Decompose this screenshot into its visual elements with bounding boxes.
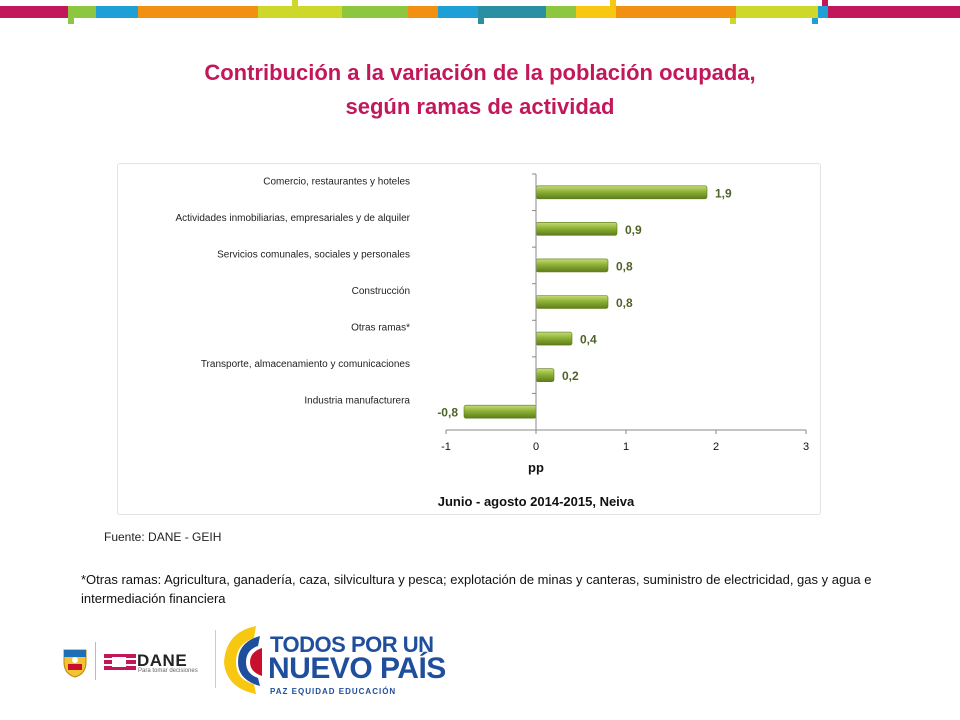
bar	[535, 258, 609, 273]
bar	[535, 295, 609, 309]
data-label: 0,8	[616, 296, 633, 310]
band-segment	[96, 6, 138, 18]
band-segment	[138, 6, 258, 18]
band-segment	[736, 6, 818, 18]
chart-subtitle: Junio - agosto 2014-2015, Neiva	[438, 494, 635, 509]
footnote: *Otras ramas: Agricultura, ganadería, ca…	[81, 572, 872, 606]
band-tab	[292, 0, 298, 6]
dane-tagline: Para tomar decisiones	[138, 668, 198, 674]
x-axis-label: pp	[528, 460, 544, 475]
x-tick-label: 3	[803, 441, 809, 453]
x-tick-label: 2	[713, 441, 719, 453]
x-tick-label: 0	[533, 441, 539, 453]
category-label: Transporte, almacenamiento y comunicacio…	[201, 359, 410, 370]
data-label: 0,2	[562, 369, 579, 383]
colombia-coat-of-arms-icon	[63, 649, 87, 678]
tpu-logo-line2: NUEVO PAÍS	[268, 652, 446, 685]
x-tick-label: 1	[623, 441, 629, 453]
category-label: Industria manufacturera	[304, 396, 410, 407]
dane-logo-icon	[104, 654, 136, 670]
band-segment	[616, 6, 736, 18]
band-tab	[822, 0, 828, 6]
band-tab	[478, 18, 484, 24]
bar	[535, 185, 708, 200]
todos-por-un-nuevo-pais-mark-icon	[224, 626, 262, 694]
chart-frame: Comercio, restaurantes y hoteles Activida…	[117, 163, 821, 515]
band-segment	[0, 6, 68, 18]
bar	[535, 222, 618, 236]
band-segment	[258, 6, 342, 18]
tpu-logo-tagline: PAZ EQUIDAD EDUCACIÓN	[270, 687, 397, 696]
category-label: Otras ramas*	[351, 323, 410, 334]
category-label: Servicios comunales, sociales y personal…	[217, 249, 410, 260]
footer-divider	[215, 630, 216, 688]
category-label: Actividades inmobiliarias, empresariales…	[175, 213, 410, 224]
top-color-band	[0, 0, 960, 26]
data-label: 0,8	[616, 259, 633, 273]
page-title-line1: Contribución a la variación de la poblac…	[204, 60, 756, 85]
band-segment	[438, 6, 478, 18]
category-label: Construcción	[352, 286, 410, 297]
data-label: 0,9	[625, 223, 642, 237]
band-tab	[610, 0, 616, 6]
band-tab	[730, 18, 736, 24]
band-segment	[828, 6, 960, 18]
footer-divider	[95, 642, 96, 680]
band-segment	[478, 6, 546, 18]
bar	[535, 368, 555, 382]
data-label: 0,4	[580, 333, 597, 347]
band-tab	[812, 18, 818, 24]
band-segment	[342, 6, 408, 18]
band-segment	[818, 6, 828, 18]
data-label: -0,8	[437, 406, 458, 420]
band-segment	[68, 6, 96, 18]
tpu-logo-line1: TODOS POR UN	[270, 632, 434, 657]
dane-logo-text: DANE	[137, 651, 188, 670]
page-title-line2: según ramas de actividad	[345, 94, 615, 119]
band-segment	[576, 6, 616, 18]
bar	[463, 404, 537, 419]
band-tab	[68, 18, 74, 24]
band-segment	[546, 6, 576, 18]
x-tick-label: -1	[441, 441, 451, 453]
bar	[535, 331, 573, 346]
source-note: Fuente: DANE - GEIH	[104, 530, 222, 544]
bar-chart: Comercio, restaurantes y hoteles Activida…	[175, 173, 809, 509]
data-label: 1,9	[715, 186, 732, 200]
band-segment	[408, 6, 438, 18]
category-label: Comercio, restaurantes y hoteles	[263, 176, 410, 187]
